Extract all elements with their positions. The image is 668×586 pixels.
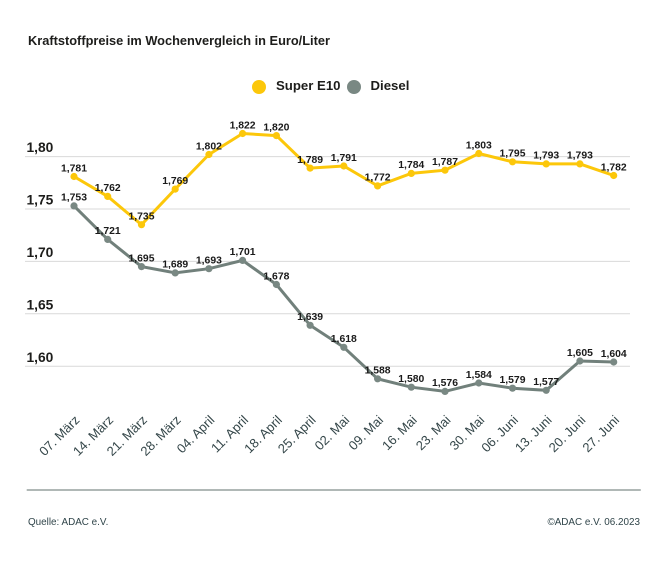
svg-text:1,803: 1,803 [466,140,492,151]
svg-text:25. April: 25. April [275,412,319,456]
svg-text:1,721: 1,721 [95,226,121,237]
svg-text:1,579: 1,579 [499,375,525,386]
svg-text:1,793: 1,793 [533,151,559,162]
svg-text:1,618: 1,618 [331,334,357,345]
svg-text:1,701: 1,701 [230,247,256,258]
svg-text:1,605: 1,605 [567,348,593,359]
svg-text:1,791: 1,791 [331,153,357,164]
svg-text:1,576: 1,576 [432,378,458,389]
svg-text:1,802: 1,802 [196,141,222,152]
svg-text:1,782: 1,782 [601,162,627,173]
svg-text:1,772: 1,772 [365,173,391,184]
svg-text:1,580: 1,580 [398,374,424,385]
svg-text:20. Juni: 20. Juni [546,412,589,455]
svg-text:1,695: 1,695 [128,253,154,264]
svg-text:1,820: 1,820 [263,122,289,133]
svg-text:1,75: 1,75 [27,193,54,208]
svg-text:1,678: 1,678 [263,271,289,282]
svg-text:1,735: 1,735 [128,212,154,223]
svg-text:1,588: 1,588 [365,366,391,377]
svg-text:1,70: 1,70 [27,245,54,260]
svg-text:1,689: 1,689 [162,260,188,271]
svg-text:1,822: 1,822 [230,120,256,131]
svg-text:1,639: 1,639 [297,312,323,323]
svg-text:16. Mai: 16. Mai [379,412,420,453]
svg-text:1,604: 1,604 [601,349,627,360]
svg-text:02. Mai: 02. Mai [312,412,353,453]
svg-text:1,80: 1,80 [27,140,54,155]
svg-text:1,795: 1,795 [499,149,525,160]
svg-text:13. Juni: 13. Juni [512,412,555,455]
svg-text:1,753: 1,753 [61,193,87,204]
svg-text:1,584: 1,584 [466,370,492,381]
svg-text:09. Mai: 09. Mai [345,412,386,453]
svg-text:1,65: 1,65 [27,297,54,312]
svg-text:1,693: 1,693 [196,256,222,267]
svg-text:1,781: 1,781 [61,163,87,174]
svg-text:1,787: 1,787 [432,157,458,168]
svg-text:1,784: 1,784 [398,160,424,171]
svg-text:1,762: 1,762 [95,183,121,194]
svg-text:23. Mai: 23. Mai [413,412,454,453]
svg-text:1,793: 1,793 [567,151,593,162]
svg-text:04. April: 04. April [174,412,218,456]
svg-text:1,60: 1,60 [27,350,54,365]
svg-text:27. Juni: 27. Juni [579,412,622,455]
svg-text:06. Juni: 06. Juni [478,412,521,455]
svg-text:1,769: 1,769 [162,176,188,187]
svg-text:1,789: 1,789 [297,155,323,166]
svg-text:1,577: 1,577 [533,377,559,388]
